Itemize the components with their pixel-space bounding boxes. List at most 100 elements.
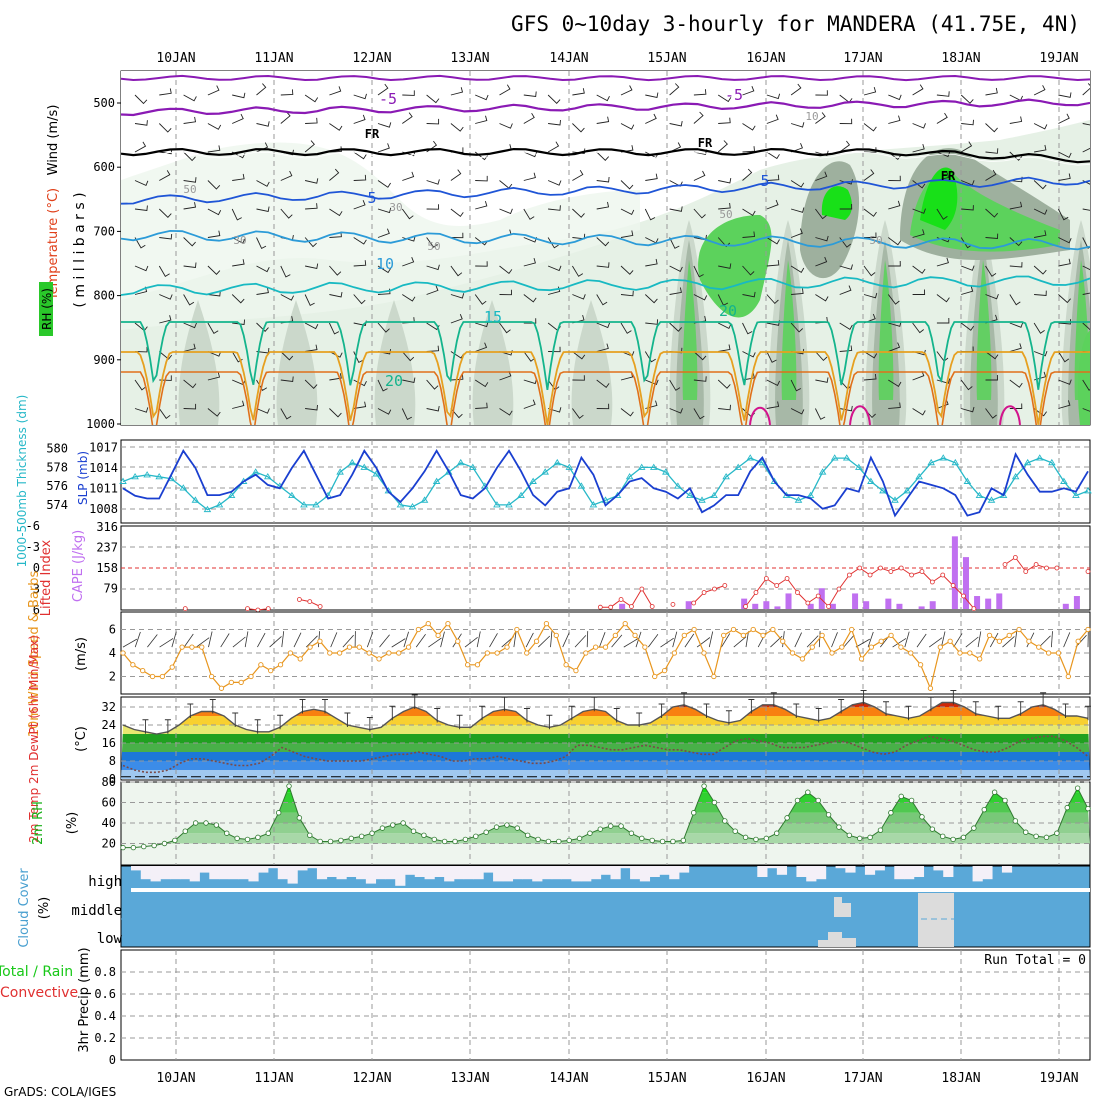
wind-barb [474, 294, 487, 305]
wind10m-marker [1055, 650, 1062, 656]
wind-barb [1034, 144, 1047, 153]
wind-barb [499, 322, 511, 334]
wind10m-marker [996, 638, 1003, 644]
high-cloud-gap [444, 866, 455, 882]
wind-barb [402, 257, 415, 267]
thickness-marker [336, 468, 344, 475]
wind-barb [961, 265, 975, 271]
lifted-index-markers [182, 555, 1091, 613]
wind-barb [134, 265, 149, 272]
wind-barb [960, 322, 975, 331]
pressure-ticks: 500 600 700 800 900 1000 [86, 96, 121, 431]
cape-bar [807, 603, 814, 609]
temp-minmax-bar [501, 696, 508, 712]
rh-tick: 20 [102, 837, 116, 851]
cape-bars [619, 536, 1080, 609]
cape-bar [929, 601, 936, 609]
bottom-date-label: 13JAN [450, 1071, 489, 1086]
slp-tick: 1014 [89, 461, 118, 475]
wind-barb [475, 175, 488, 182]
wind10m-barb [464, 636, 478, 648]
temp-tick: 8 [109, 754, 116, 768]
thickness-marker [155, 472, 163, 480]
rh2m-marker [991, 789, 998, 795]
high-cloud-gap [405, 866, 416, 875]
high-cloud-gap [268, 866, 279, 869]
wind10m-barb [305, 635, 318, 648]
wind-barb [839, 322, 853, 331]
temp-band [121, 752, 1090, 761]
wind-barb [280, 351, 294, 361]
wind10m-marker [652, 673, 658, 680]
wind-tick: 4 [109, 646, 116, 660]
temp-minmax-bar [950, 690, 957, 705]
wind-barb [256, 142, 269, 153]
wind-barb [790, 408, 805, 415]
wind-barb [572, 88, 585, 96]
wind-barb [790, 322, 804, 333]
wind-barb [1058, 400, 1071, 409]
wind10m-marker [1026, 638, 1032, 644]
temp-band [121, 734, 1090, 743]
wind-barb [158, 208, 172, 218]
wind10m-marker [986, 632, 993, 639]
high-cloud-gap [395, 866, 406, 886]
wind-barb [134, 407, 149, 413]
wind10m-barb [1063, 632, 1071, 648]
wind-barb [766, 199, 779, 210]
wind-barb [426, 237, 438, 248]
rh2m-marker [483, 829, 489, 835]
wind10m-barb [1038, 635, 1051, 648]
temp-minmax-bar [321, 699, 328, 714]
wind-barb [717, 94, 732, 103]
wind-barb [839, 140, 851, 153]
wind10m-marker [1085, 626, 1091, 633]
wind-barb [572, 408, 584, 419]
rh2m-marker [618, 823, 624, 829]
high-cloud-gap [551, 866, 562, 880]
rh2m-marker [971, 825, 977, 831]
wind10m-marker [780, 638, 786, 644]
wind-barb [280, 376, 294, 383]
precip-tick: 0.4 [94, 1009, 116, 1023]
rh-plume-green [781, 260, 797, 400]
wind10m-marker [908, 650, 914, 656]
wind-barb [523, 91, 537, 98]
temp-minmax-bar [1017, 701, 1024, 716]
rh2m-marker [172, 837, 178, 844]
wind-barb [158, 265, 170, 278]
wind-barb [596, 403, 610, 410]
high-cloud-gap [600, 866, 611, 875]
high-cloud-gap [933, 866, 944, 871]
wind-barb [1033, 265, 1047, 275]
high-cloud-gap [228, 866, 240, 880]
wind-barb [766, 151, 780, 160]
wind-barb [377, 207, 392, 214]
rh2m-marker [265, 830, 271, 836]
lifted-index-marker [743, 604, 748, 609]
wind10m-barb [134, 631, 141, 648]
wind10m-marker [346, 644, 353, 650]
lifted-index-marker [1002, 562, 1008, 567]
wind10m-marker [208, 673, 215, 680]
wind-barb [815, 351, 828, 362]
wind-barb [207, 265, 221, 275]
rh2m-marker [815, 797, 821, 804]
thickness-marker [891, 496, 899, 503]
rh2m-marker [493, 824, 500, 830]
lifted-index-marker [867, 572, 873, 578]
contour-label: 50 [427, 240, 440, 253]
wind-barb [183, 151, 196, 162]
thickness-marker [577, 482, 586, 489]
cape-bar [785, 593, 792, 609]
wind10m-marker [425, 620, 431, 627]
cape-bar [1062, 603, 1069, 609]
ylabel-slp: SLP (mb) [76, 451, 90, 505]
wind-barb [159, 315, 172, 324]
run-total: Run Total = 0 [984, 953, 1086, 968]
lifted-index-marker [795, 590, 800, 595]
ylabel-temperature: Temperature (°C) [46, 188, 61, 301]
tick-label: 700 [93, 224, 115, 238]
ylabel-temp2m-unit: (°C) [74, 726, 89, 752]
wind-barb [134, 180, 149, 186]
